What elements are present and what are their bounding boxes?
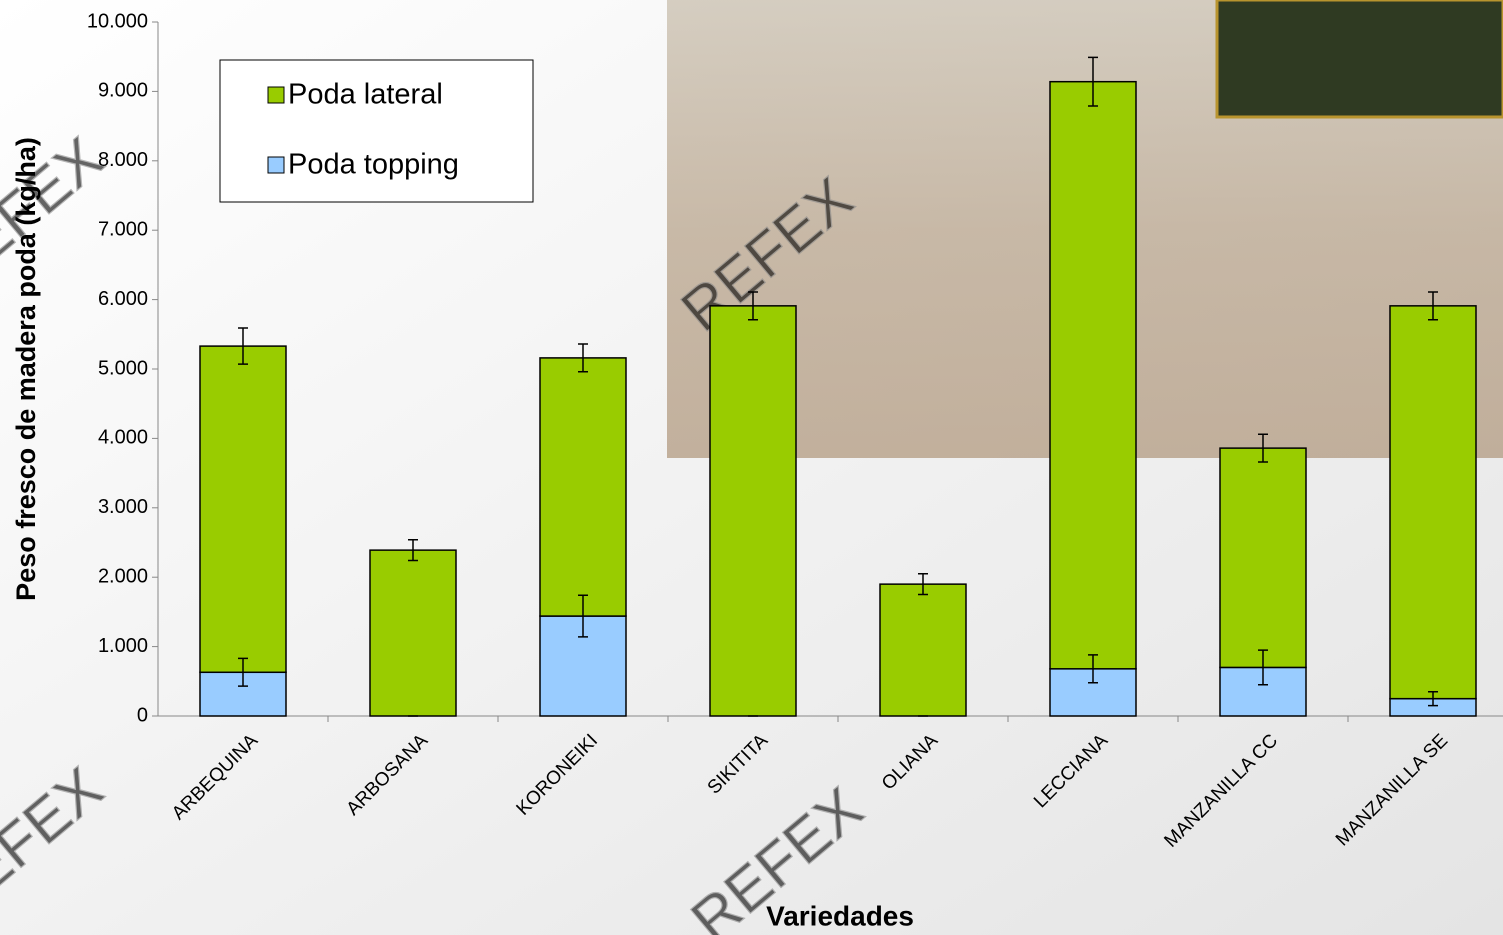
error-bar — [748, 291, 758, 321]
y-tick-label: 4.000 — [98, 427, 148, 449]
y-tick-label: 0 — [137, 704, 148, 726]
legend-swatch — [267, 86, 285, 104]
bar-segment — [539, 357, 627, 617]
bar-segment — [879, 583, 967, 717]
y-tick-label: 6.000 — [98, 288, 148, 310]
error-bar — [1258, 649, 1268, 686]
y-tick-label: 2.000 — [98, 565, 148, 587]
error-bar — [238, 657, 248, 687]
x-axis-label: Variedades — [766, 900, 914, 931]
error-bar — [1258, 433, 1268, 463]
bar-segment — [1049, 80, 1137, 670]
legend-label: Poda topping — [288, 149, 459, 181]
error-bar — [1428, 690, 1438, 707]
legend-box — [219, 59, 534, 203]
error-bar — [1428, 291, 1438, 321]
y-tick-label: 7.000 — [98, 218, 148, 240]
error-bar — [408, 538, 418, 562]
y-tick-label: 5.000 — [98, 357, 148, 379]
bar-segment — [369, 549, 457, 717]
legend-swatch — [267, 156, 285, 174]
y-axis-label: Peso fresco de madera poda (kg/ha) — [11, 137, 41, 601]
error-bar — [578, 594, 588, 638]
error-bar — [1088, 56, 1098, 107]
y-tick-label: 8.000 — [98, 149, 148, 171]
y-tick-label: 3.000 — [98, 496, 148, 518]
bar-segment — [709, 305, 797, 717]
error-bar — [1088, 654, 1098, 684]
y-tick-label: 10.000 — [87, 10, 148, 32]
legend-label: Poda lateral — [288, 79, 443, 111]
y-tick-label: 1.000 — [98, 635, 148, 657]
error-bar — [238, 327, 248, 365]
error-bar — [578, 343, 588, 373]
bar-segment — [1389, 305, 1477, 700]
photo-inset — [1215, 0, 1503, 119]
y-tick-label: 9.000 — [98, 80, 148, 102]
error-bar — [918, 572, 928, 596]
bar-segment — [1219, 447, 1307, 669]
bar-segment — [199, 345, 287, 674]
